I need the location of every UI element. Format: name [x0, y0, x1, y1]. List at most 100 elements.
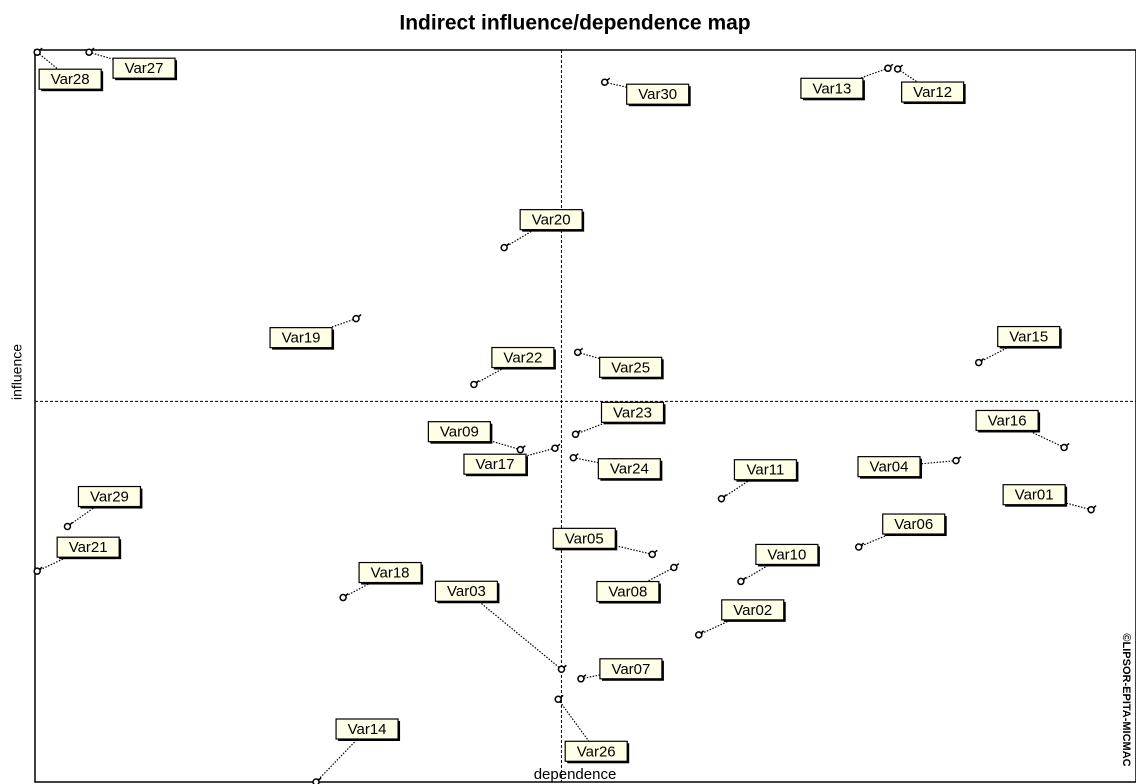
point-label: Var16 [988, 412, 1027, 429]
plot-frame [34, 49, 1136, 783]
label-box [1002, 484, 1066, 506]
point-label: Var06 [894, 516, 933, 533]
point [893, 65, 902, 73]
point-label: Var02 [733, 602, 772, 619]
point-label: Var29 [90, 489, 129, 506]
point [571, 430, 580, 439]
point-label: Var21 [69, 539, 108, 556]
label-box [596, 580, 660, 603]
point [600, 78, 609, 86]
point [33, 567, 41, 575]
label-box [882, 513, 946, 535]
label-box [463, 453, 527, 475]
label-box [38, 68, 102, 90]
leader-line [978, 336, 1029, 364]
label-box [335, 718, 399, 740]
point [884, 64, 892, 73]
point [717, 494, 726, 503]
label-box [721, 599, 785, 621]
label-box [519, 209, 583, 231]
label-box [800, 77, 864, 99]
label-box [564, 740, 628, 762]
point-label: Var14 [348, 721, 387, 738]
leader-line [466, 590, 562, 670]
point-label: Var03 [447, 583, 486, 600]
label-box [358, 561, 422, 584]
point [577, 675, 585, 683]
label-box [626, 83, 690, 105]
leader-line [831, 67, 889, 89]
point-label: Var26 [577, 743, 616, 760]
point [1087, 505, 1095, 514]
label-box [597, 458, 661, 480]
point [648, 550, 657, 559]
point-label: Var28 [51, 71, 90, 88]
chart-title: Indirect influence/dependence map [399, 12, 750, 35]
point [670, 563, 678, 572]
point [952, 456, 960, 465]
point [33, 48, 41, 56]
label-box [77, 485, 142, 508]
point-label: Var18 [371, 565, 410, 582]
point-label: Var05 [565, 530, 604, 547]
leader-line [36, 51, 71, 80]
point [352, 314, 360, 323]
label-box [427, 421, 491, 443]
point [573, 348, 582, 357]
label-box [552, 527, 616, 549]
point-label: Var24 [610, 461, 649, 478]
point-label: Var08 [608, 583, 647, 600]
point-label: Var07 [611, 661, 650, 678]
label-box [997, 325, 1061, 348]
point-label: Var27 [125, 60, 164, 77]
label-box [857, 456, 921, 478]
point-label: Var01 [1015, 487, 1054, 504]
point [1060, 443, 1068, 452]
point-label: Var20 [532, 212, 571, 229]
leader-line [698, 609, 753, 636]
point-label: Var23 [613, 404, 652, 421]
leader-line [573, 457, 630, 470]
point [551, 444, 559, 452]
label-box [733, 459, 798, 481]
point [854, 543, 863, 551]
point [554, 695, 562, 704]
point [470, 380, 478, 389]
point [557, 665, 566, 674]
point-label: Var19 [282, 330, 321, 347]
leader-line [473, 356, 524, 386]
point-label: Var11 [747, 462, 785, 479]
x-axis-label: dependence [534, 766, 617, 783]
point [516, 445, 525, 454]
label-box [755, 543, 819, 566]
leader-line [858, 523, 914, 548]
leader-line [88, 51, 145, 69]
point-label: Var13 [812, 80, 851, 97]
label-box [434, 580, 499, 602]
point-label: Var22 [503, 349, 542, 366]
point-label: Var25 [611, 359, 650, 376]
point-label: Var15 [1009, 329, 1048, 346]
label-box [269, 327, 333, 349]
leader-line [897, 68, 933, 93]
label-box [56, 536, 120, 558]
leader-line [888, 460, 957, 468]
label-box [599, 356, 663, 378]
y-axis-label: influence [9, 344, 25, 400]
point [974, 358, 983, 367]
point [694, 631, 703, 639]
point [312, 778, 320, 784]
point [569, 453, 578, 462]
label-box [600, 401, 665, 423]
point-label: Var17 [476, 456, 515, 473]
point-label: Var04 [870, 459, 909, 476]
label-box [975, 409, 1039, 432]
point-label: Var30 [638, 86, 677, 103]
label-box [112, 57, 176, 79]
credit: ©LIPSOR-EPITA-MICMAC [1120, 633, 1132, 766]
point-label: Var09 [440, 424, 479, 441]
label-box [599, 658, 663, 680]
point [500, 243, 508, 252]
